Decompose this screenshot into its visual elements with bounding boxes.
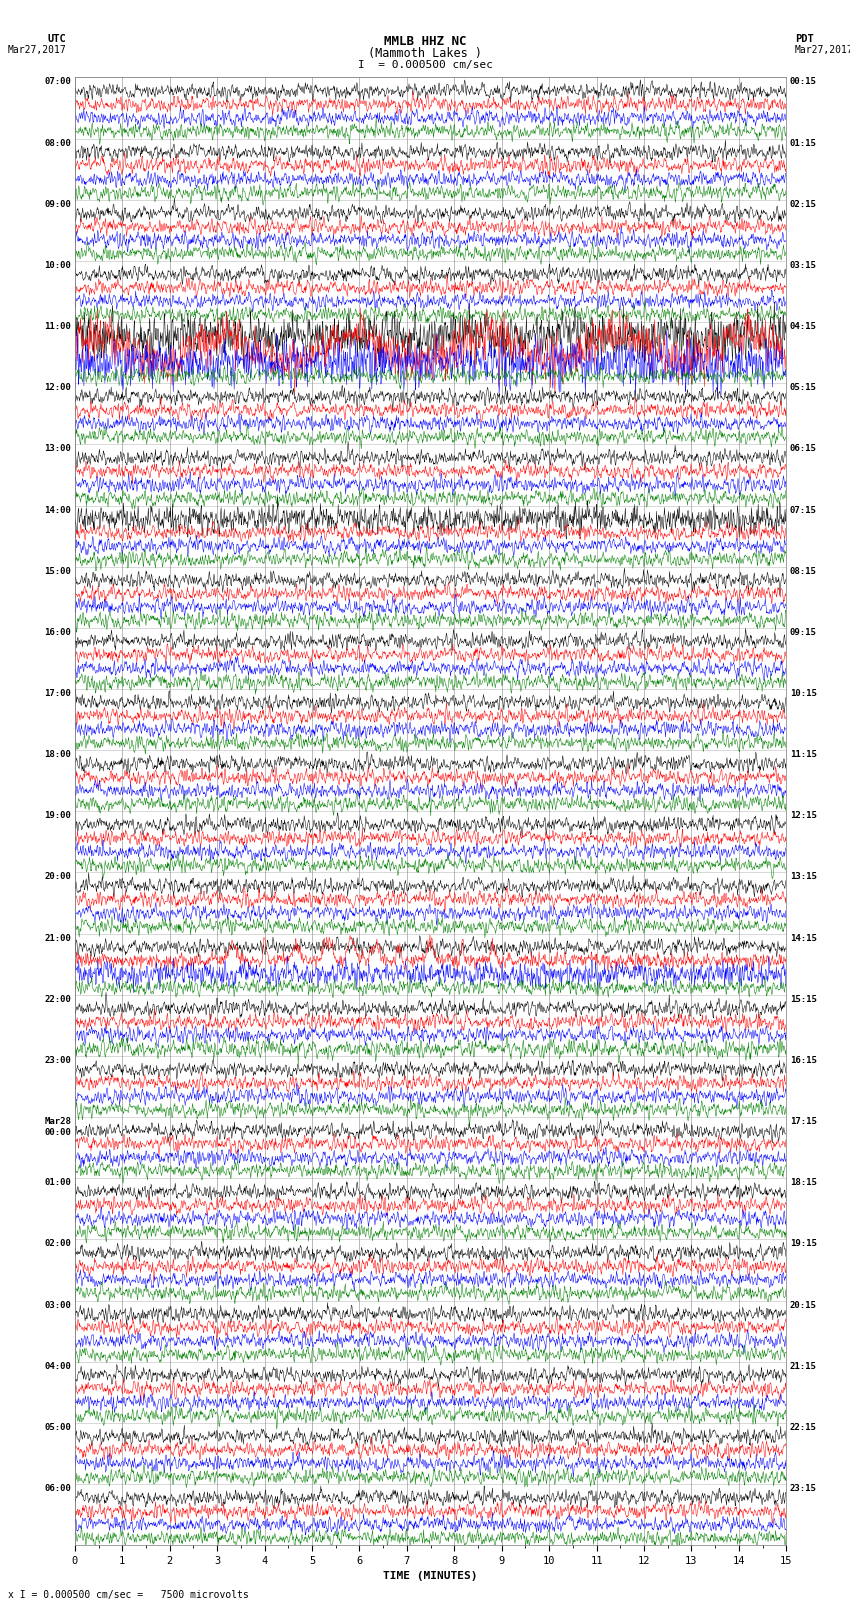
- Text: 07:15: 07:15: [790, 505, 817, 515]
- Text: 07:00: 07:00: [44, 77, 71, 87]
- Text: 06:00: 06:00: [44, 1484, 71, 1494]
- Text: 11:15: 11:15: [790, 750, 817, 760]
- Text: 04:15: 04:15: [790, 323, 817, 331]
- Text: 17:15: 17:15: [790, 1118, 817, 1126]
- Text: 22:00: 22:00: [44, 995, 71, 1003]
- Text: 06:15: 06:15: [790, 444, 817, 453]
- Text: 14:15: 14:15: [790, 934, 817, 942]
- Text: 02:00: 02:00: [44, 1239, 71, 1248]
- Text: 09:00: 09:00: [44, 200, 71, 208]
- Text: 23:00: 23:00: [44, 1057, 71, 1065]
- Text: 11:00: 11:00: [44, 323, 71, 331]
- Text: 12:00: 12:00: [44, 384, 71, 392]
- Text: 22:15: 22:15: [790, 1423, 817, 1432]
- Text: 13:00: 13:00: [44, 444, 71, 453]
- X-axis label: TIME (MINUTES): TIME (MINUTES): [383, 1571, 478, 1581]
- Text: 09:15: 09:15: [790, 627, 817, 637]
- Text: 03:00: 03:00: [44, 1300, 71, 1310]
- Text: 16:00: 16:00: [44, 627, 71, 637]
- Text: 05:15: 05:15: [790, 384, 817, 392]
- Text: 20:15: 20:15: [790, 1300, 817, 1310]
- Text: 19:00: 19:00: [44, 811, 71, 821]
- Text: 10:00: 10:00: [44, 261, 71, 269]
- Text: 08:15: 08:15: [790, 566, 817, 576]
- Text: 03:15: 03:15: [790, 261, 817, 269]
- Text: 15:15: 15:15: [790, 995, 817, 1003]
- Text: 05:00: 05:00: [44, 1423, 71, 1432]
- Text: 10:15: 10:15: [790, 689, 817, 698]
- Text: 01:15: 01:15: [790, 139, 817, 147]
- Text: 21:00: 21:00: [44, 934, 71, 942]
- Text: MMLB HHZ NC: MMLB HHZ NC: [383, 35, 467, 48]
- Text: 16:15: 16:15: [790, 1057, 817, 1065]
- Text: Mar27,2017: Mar27,2017: [8, 45, 66, 55]
- Text: PDT: PDT: [795, 34, 813, 44]
- Text: 04:00: 04:00: [44, 1361, 71, 1371]
- Text: 18:00: 18:00: [44, 750, 71, 760]
- Text: x I = 0.000500 cm/sec =   7500 microvolts: x I = 0.000500 cm/sec = 7500 microvolts: [8, 1590, 249, 1600]
- Text: 02:15: 02:15: [790, 200, 817, 208]
- Text: 14:00: 14:00: [44, 505, 71, 515]
- Text: UTC: UTC: [48, 34, 66, 44]
- Text: 21:15: 21:15: [790, 1361, 817, 1371]
- Text: (Mammoth Lakes ): (Mammoth Lakes ): [368, 47, 482, 60]
- Text: 00:15: 00:15: [790, 77, 817, 87]
- Text: Mar27,2017: Mar27,2017: [795, 45, 850, 55]
- Text: 01:00: 01:00: [44, 1177, 71, 1187]
- Text: Mar28
00:00: Mar28 00:00: [44, 1118, 71, 1137]
- Text: 19:15: 19:15: [790, 1239, 817, 1248]
- Text: 12:15: 12:15: [790, 811, 817, 821]
- Text: I  = 0.000500 cm/sec: I = 0.000500 cm/sec: [358, 60, 492, 69]
- Text: 08:00: 08:00: [44, 139, 71, 147]
- Text: 18:15: 18:15: [790, 1177, 817, 1187]
- Text: 15:00: 15:00: [44, 566, 71, 576]
- Text: 17:00: 17:00: [44, 689, 71, 698]
- Text: 20:00: 20:00: [44, 873, 71, 881]
- Text: 23:15: 23:15: [790, 1484, 817, 1494]
- Text: 13:15: 13:15: [790, 873, 817, 881]
